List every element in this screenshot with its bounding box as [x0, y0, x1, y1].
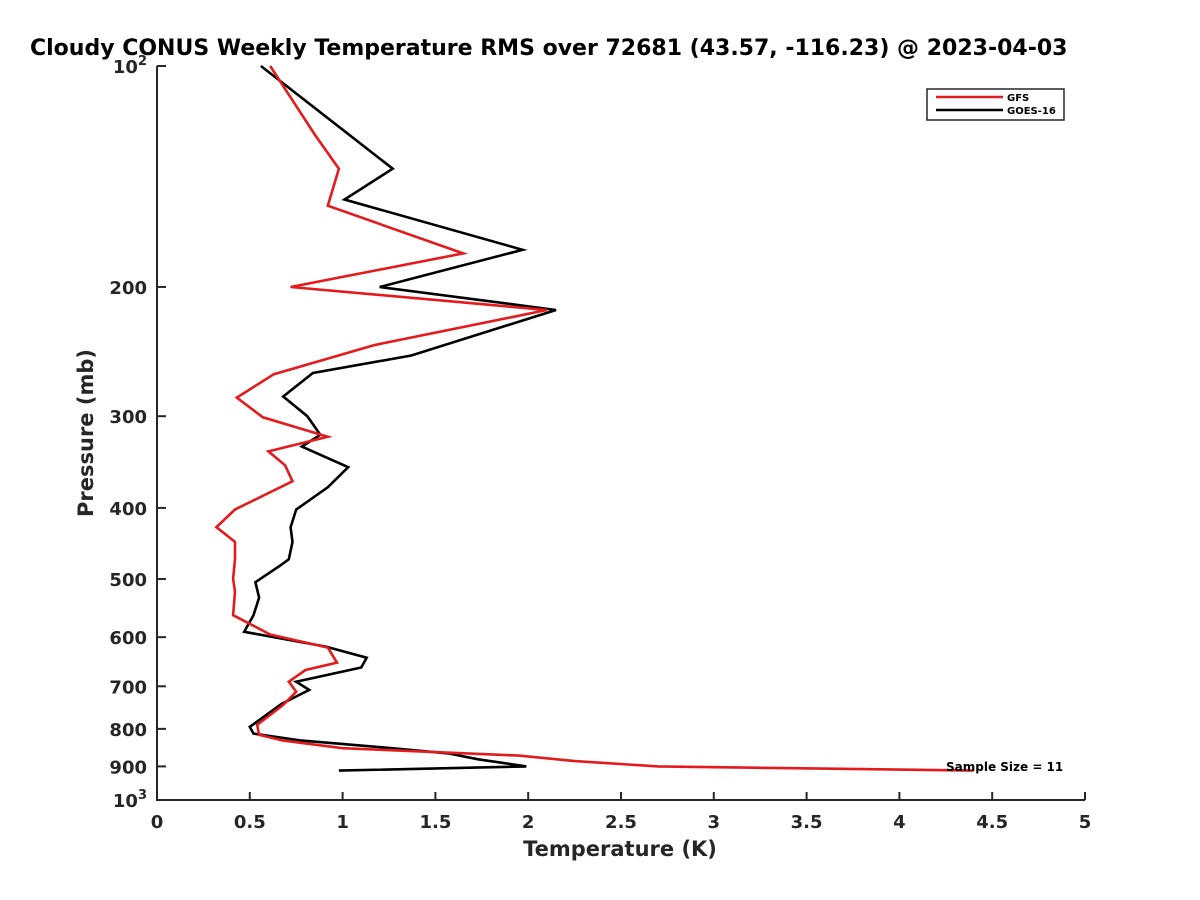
y-axis-label: Pressure (mb) [74, 349, 98, 517]
x-tick-label: 1.5 [419, 812, 451, 833]
x-tick-label: 1 [336, 812, 349, 833]
legend-label-gfs: GFS [1007, 93, 1029, 104]
y-tick-label: 300 [109, 407, 147, 428]
plot-area: 0 0.5 1 1.5 2 2.5 3 3.5 4 4.5 5 102 200 300 400 500 600… [109, 54, 1091, 833]
legend-label-goes-16: GOES-16 [1007, 106, 1056, 117]
y-tick-label: 800 [109, 720, 147, 741]
y-tick-label: 103 [113, 788, 147, 812]
x-tick-label: 5 [1079, 812, 1092, 833]
legend-box [926, 88, 1065, 121]
x-axis-ticks: 0 0.5 1 1.5 2 2.5 3 3.5 4 4.5 5 [151, 792, 1092, 833]
legend: GFS GOES-16 [926, 88, 1065, 121]
sample-size-annotation: Sample Size = 11 [946, 760, 1063, 774]
x-tick-label: 3 [708, 812, 721, 833]
x-tick-label: 4.5 [976, 812, 1008, 833]
chart-title: Cloudy CONUS Weekly Temperature RMS over… [30, 36, 1067, 61]
series-layer [214, 64, 974, 772]
x-tick-label: 4 [893, 812, 906, 833]
y-tick-label: 500 [109, 570, 147, 591]
series-line-gfs [214, 65, 974, 772]
x-tick-label: 2 [522, 812, 535, 833]
x-tick-label: 2.5 [605, 812, 637, 833]
x-axis-label: Temperature (K) [523, 837, 717, 861]
y-tick-label: 600 [109, 628, 147, 649]
y-tick-label: 700 [109, 677, 147, 698]
y-axis-ticks: 102 200 300 400 500 600 700 800 900 103 [109, 54, 166, 812]
x-tick-label: 0.5 [234, 812, 266, 833]
y-tick-label: 900 [109, 757, 147, 778]
y-tick-label: 200 [109, 278, 147, 299]
x-tick-label: 0 [151, 812, 164, 833]
x-tick-label: 3.5 [791, 812, 823, 833]
y-tick-label: 102 [113, 54, 147, 78]
y-tick-label: 400 [109, 499, 147, 520]
series-line-goes-16 [242, 64, 557, 772]
